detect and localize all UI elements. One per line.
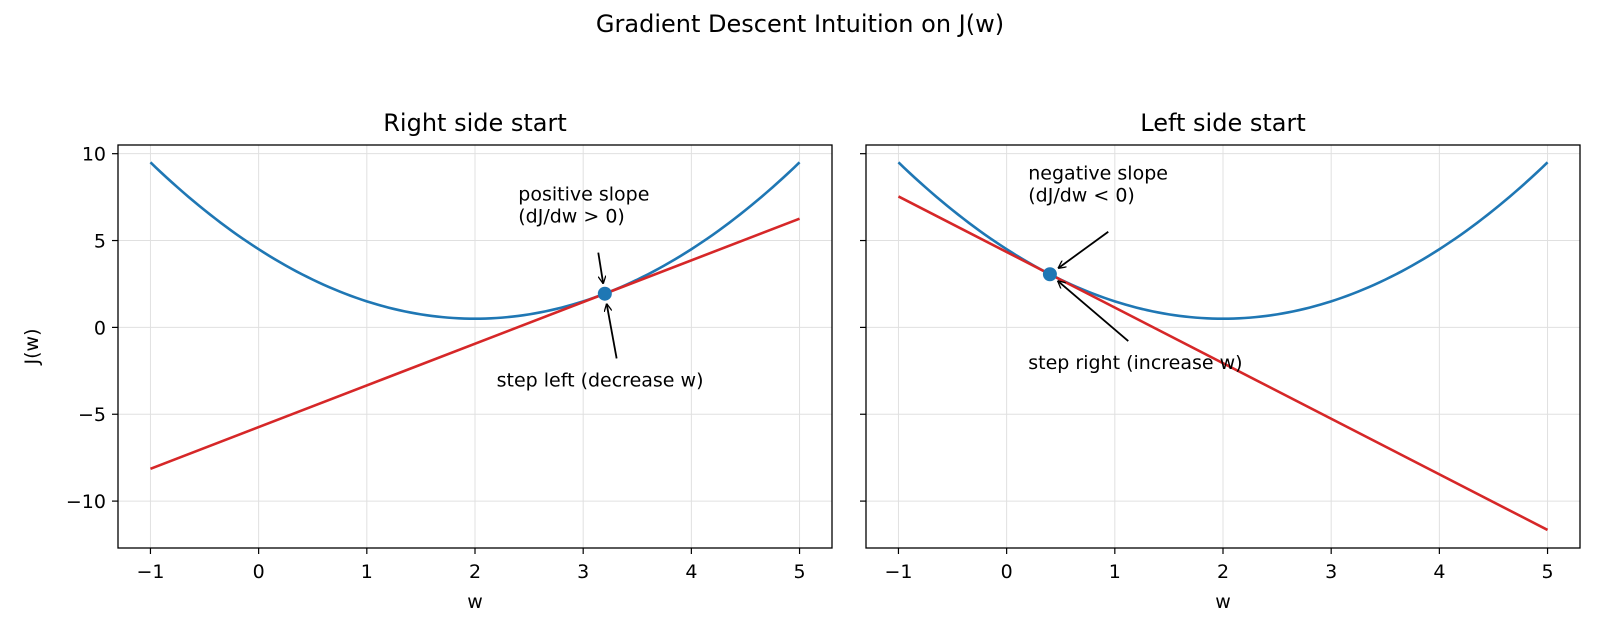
tangent-line xyxy=(897,195,1549,532)
grid xyxy=(866,145,1580,548)
x-tick-label-5: 5 xyxy=(1541,561,1553,583)
x-tick-labels: −1 0 1 2 3 4 5 xyxy=(884,548,1554,583)
plot-panel-right-side-start: positive slope (dJ/dw > 0) step left (decr… xyxy=(21,109,833,613)
x-tick-label-1: 1 xyxy=(361,561,373,583)
annotations-layer: positive slope (dJ/dw > 0) step left (decr… xyxy=(497,184,704,392)
y-tick-labels: 10 5 0 −5 −10 xyxy=(66,144,118,513)
annotation-1: step right (increase w) xyxy=(1028,352,1242,374)
x-tick-label-3: 3 xyxy=(577,561,589,583)
annotations-layer: negative slope (dJ/dw < 0) step right (inc… xyxy=(1028,163,1242,374)
y-tick-label-5: 5 xyxy=(94,231,106,253)
annotation-arrow-0 xyxy=(597,252,603,284)
x-tick-label-2: 2 xyxy=(1217,561,1229,583)
x-tick-label-0: 0 xyxy=(253,561,265,583)
annotation-1: step left (decrease w) xyxy=(497,369,704,391)
y-tick-label-minus10: −10 xyxy=(66,491,106,513)
x-tick-label-minus1: −1 xyxy=(884,561,912,583)
y-tick-label-0: 0 xyxy=(94,317,106,339)
x-tick-label-2: 2 xyxy=(469,561,481,583)
annotation-arrow-1 xyxy=(1058,281,1129,342)
x-tick-label-5: 5 xyxy=(793,561,805,583)
annotation-arrow-1 xyxy=(607,304,618,359)
x-tick-label-4: 4 xyxy=(685,561,697,583)
y-tick-labels xyxy=(860,153,866,502)
cost-curve xyxy=(149,161,801,321)
cost-curve xyxy=(897,161,1549,321)
x-tick-label-4: 4 xyxy=(1433,561,1445,583)
x-axis-label: w xyxy=(1215,591,1231,613)
y-tick-label-minus5: −5 xyxy=(78,404,106,426)
y-axis-label: J(w) xyxy=(21,329,43,366)
tangent-line xyxy=(149,217,801,471)
panel-title: Right side start xyxy=(383,109,567,137)
x-tick-label-minus1: −1 xyxy=(136,561,164,583)
series-layer xyxy=(149,161,801,471)
annotation-arrow-0 xyxy=(1058,231,1109,269)
current-point xyxy=(1042,267,1057,282)
panel-title: Left side start xyxy=(1140,109,1305,137)
y-tick-label-10: 10 xyxy=(82,144,106,166)
current-point xyxy=(597,286,612,301)
annotation-0: negative slope (dJ/dw < 0) xyxy=(1028,163,1168,207)
series-layer xyxy=(897,161,1549,532)
x-axis-label: w xyxy=(467,591,483,613)
plot-panel-left-side-start: negative slope (dJ/dw < 0) step right (inc… xyxy=(860,109,1581,613)
x-tick-labels: −1 0 1 2 3 4 5 xyxy=(136,548,806,583)
x-tick-label-3: 3 xyxy=(1325,561,1337,583)
x-tick-label-1: 1 xyxy=(1109,561,1121,583)
x-tick-label-0: 0 xyxy=(1001,561,1013,583)
grid xyxy=(118,145,832,548)
annotation-0: positive slope (dJ/dw > 0) xyxy=(518,184,649,228)
figure-title: Gradient Descent Intuition on J(w) xyxy=(596,10,1004,38)
